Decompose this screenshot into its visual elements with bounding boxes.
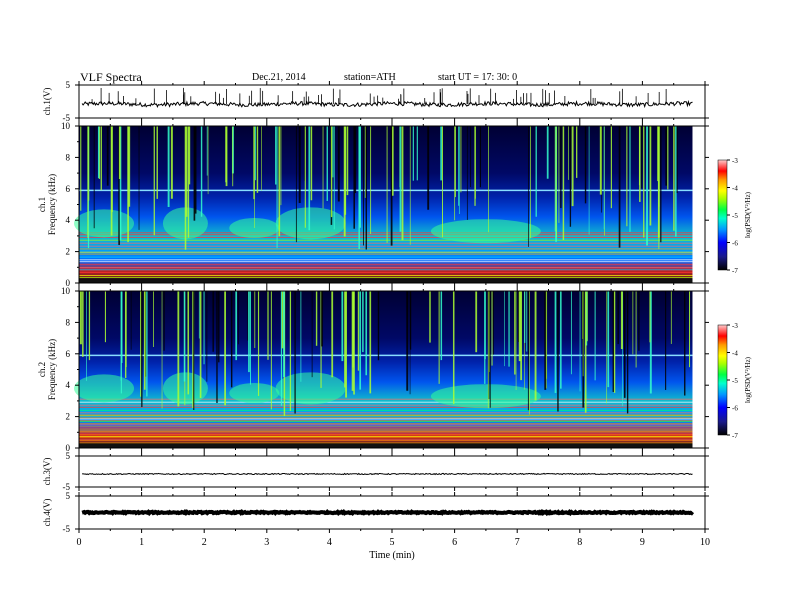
ch1-spectrogram-ytick-label: 4: [66, 215, 71, 225]
ch1-waveform-ytick-label: 5: [66, 80, 71, 90]
ch1-spectrogram-colorbar-tick-label: -7: [732, 267, 738, 275]
ch2-spectrogram-ytick-label: 0: [66, 443, 71, 453]
ch1-spectrogram-ytick-label: 0: [66, 278, 71, 288]
ch1-spectrogram-image: [74, 126, 693, 283]
ch1-spectrogram-ylabel: Frequency (kHz): [47, 174, 57, 235]
ch1-spectrogram-ylabel: ch.1: [37, 197, 47, 212]
ch1-waveform-ytick-label: -5: [63, 113, 71, 123]
ch1-spectrogram-ytick-label: 8: [66, 152, 71, 162]
ch1-spectrogram-floor: [79, 278, 693, 283]
x-tick-label: 1: [139, 537, 144, 548]
x-tick-label: 2: [202, 537, 207, 548]
ch2-spectrogram-colorbar-tick-label: -7: [732, 432, 738, 440]
ch4-waveform-ytick-label: 5: [66, 491, 71, 501]
x-tick-label: 7: [515, 537, 520, 548]
ch1-spectrogram-chorus: [229, 218, 280, 239]
ch1-spectrogram-colorbar-tick-label: -5: [732, 212, 738, 220]
x-tick-label: 6: [452, 537, 457, 548]
ch2-spectrogram-image: [74, 291, 693, 448]
ch1-waveform-ylabel: ch.1(V): [42, 88, 52, 116]
x-tick-label: 5: [390, 537, 395, 548]
ch1-spectrogram-colorbar-tick-label: -4: [732, 185, 738, 193]
ch1-spectrogram-colorbar-label: log(PSD(V²/Hz): [744, 191, 752, 238]
ch2-spectrogram-ytick-label: 6: [66, 349, 71, 359]
ch1-waveform-frame: [78, 84, 706, 119]
ch2-spectrogram-chorus: [229, 383, 280, 404]
ch1-spectrogram-chorus: [74, 209, 135, 238]
ch1-spectrogram-chorus: [430, 219, 541, 244]
ch2-spectrogram-ylabel: Frequency (kHz): [47, 339, 57, 400]
ch2-spectrogram-colorbar: [717, 324, 728, 436]
x-tick-label: 4: [327, 537, 332, 548]
ch2-spectrogram-floor: [79, 443, 693, 448]
ch1-spectrogram-colorbar-tick-label: -6: [732, 240, 738, 248]
x-tick-label: 3: [264, 537, 269, 548]
ch1-waveform-trace: [81, 99, 693, 109]
ch1-spectrogram-ytick-label: 10: [61, 121, 71, 131]
ch3-waveform-ytick-label: 5: [66, 451, 71, 461]
ch2-spectrogram-chorus: [162, 372, 208, 405]
start-time-label: start UT = 17: 30: 0: [438, 72, 518, 83]
ch2-spectrogram-ytick-label: 8: [66, 317, 71, 327]
ch2-spectrogram-colorbar-label: log(PSD(V²/Hz): [744, 356, 752, 403]
chart-title: VLF Spectra: [80, 70, 142, 84]
x-tick-label: 9: [640, 537, 645, 548]
ch4-waveform-trace: [81, 508, 695, 517]
ch2-spectrogram-ytick-label: 10: [61, 286, 71, 296]
ch2-spectrogram-colorbar-tick-label: -4: [732, 350, 738, 358]
ch4-waveform-ylabel: ch.4(V): [42, 499, 52, 527]
x-axis-label: Time (min): [369, 550, 414, 561]
ch1-spectrogram-ytick-label: 6: [66, 184, 71, 194]
ch2-spectrogram-ytick-label: 2: [66, 412, 71, 422]
ch2-spectrogram-chorus: [275, 372, 346, 405]
ch2-spectrogram-chorus: [430, 384, 541, 409]
ch1-spectrogram-chorus: [275, 207, 346, 240]
ch3-waveform-ytick-label: -5: [63, 482, 71, 492]
x-tick-label: 8: [577, 537, 582, 548]
station-label: station=ATH: [344, 72, 396, 83]
ch2-spectrogram-chorus: [74, 374, 135, 403]
ch1-spectrogram-colorbar: [717, 159, 728, 271]
ch3-waveform-frame: [78, 455, 706, 488]
x-tick-label: 0: [77, 537, 82, 548]
ch3-waveform-ylabel: ch.3(V): [42, 458, 52, 486]
ch2-spectrogram-colorbar-tick-label: -6: [732, 405, 738, 413]
date-label: Dec.21, 2014: [252, 72, 306, 83]
ch2-spectrogram-colorbar-tick-label: -5: [732, 377, 738, 385]
ch4-waveform-ytick-label: -5: [63, 524, 71, 534]
ch2-spectrogram-ylabel: ch.2: [37, 362, 47, 377]
ch1-spectrogram-ytick-label: 2: [66, 247, 71, 257]
ch1-spectrogram-colorbar-tick-label: -3: [732, 157, 738, 165]
ch2-spectrogram-ytick-label: 4: [66, 380, 71, 390]
ch2-spectrogram-colorbar-tick-label: -3: [732, 322, 738, 330]
x-tick-label: 10: [700, 537, 710, 548]
ch3-waveform-trace: [82, 472, 693, 476]
